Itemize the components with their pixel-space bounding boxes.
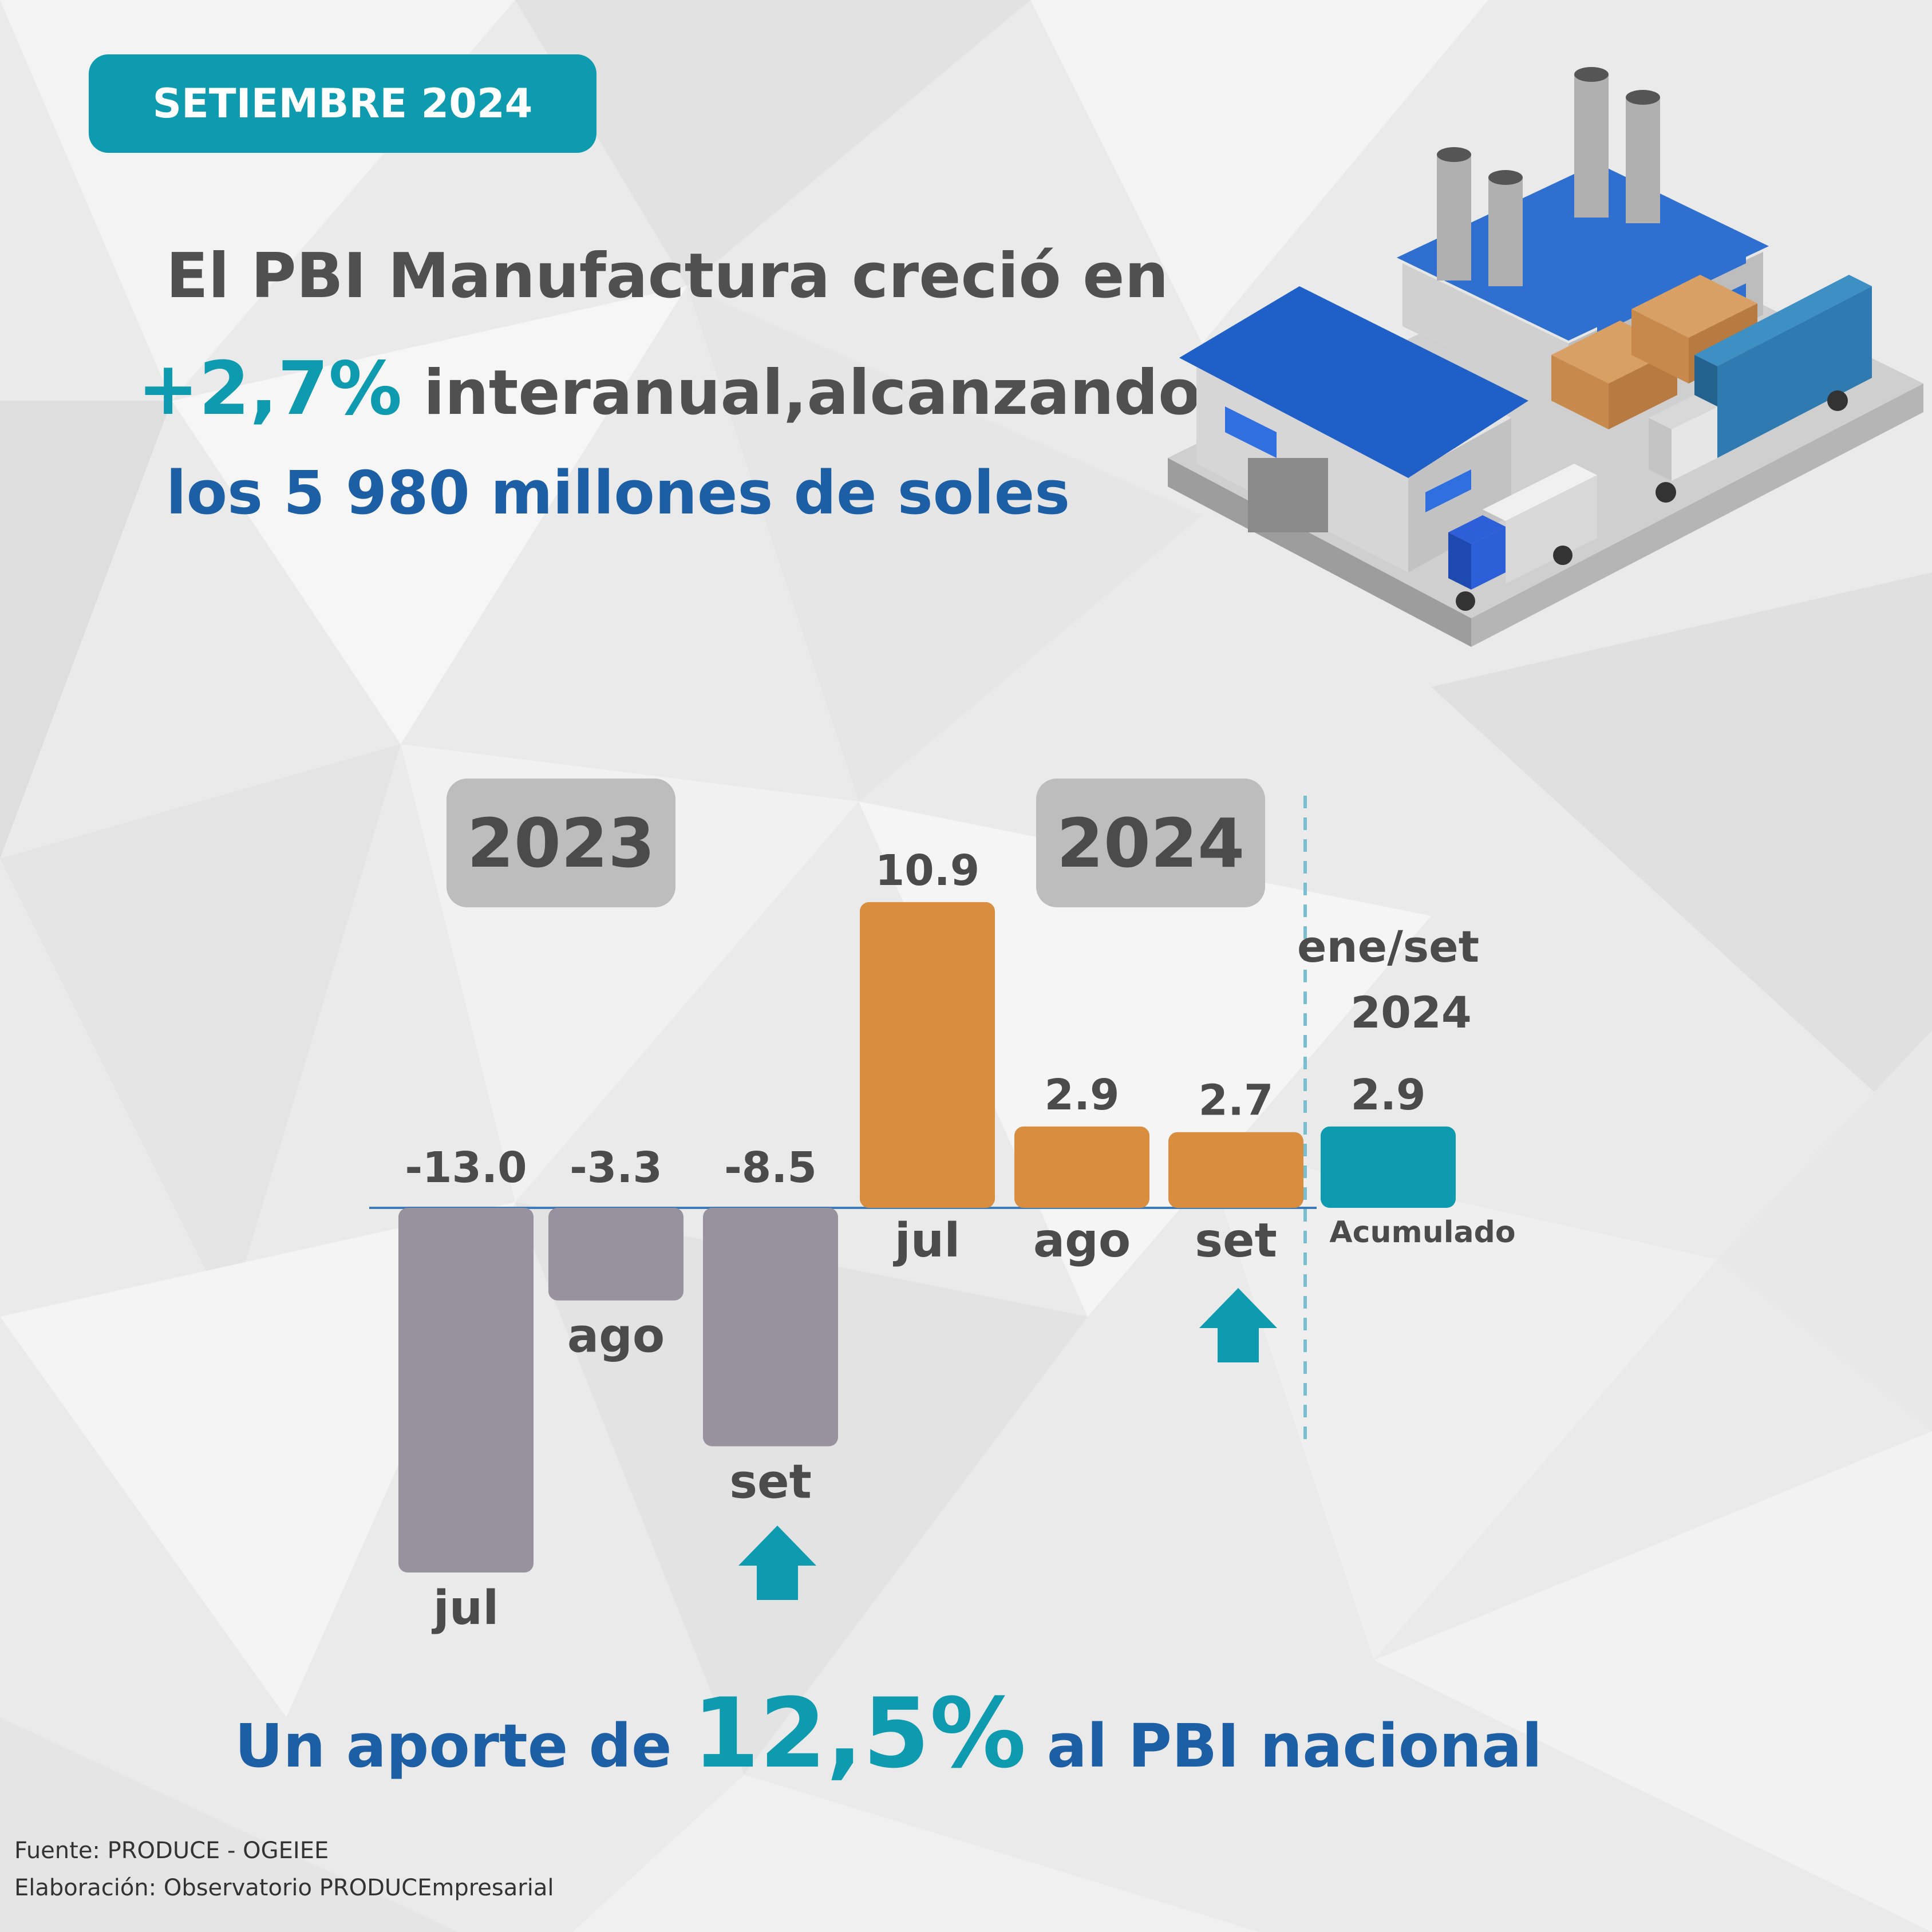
value-label-2023-ago: -3.3 [570, 1143, 662, 1192]
category-label-2024-jul: jul [893, 1214, 961, 1268]
growth-arrow-icon-set-2023 [738, 1526, 816, 1600]
credits-note: Elaboración: Observatorio PRODUCEmpresar… [14, 1875, 554, 1901]
category-label-2023-ago: ago [567, 1309, 665, 1364]
contribution-suffix: al PBI nacional [1026, 1711, 1543, 1781]
category-label-2023-jul: jul [432, 1581, 499, 1635]
headline-line-2: +2,7% interanual,alcanzando [137, 346, 1200, 432]
contribution-statement: Un aporte de 12,5% al PBI nacional [235, 1677, 1542, 1789]
category-label-2023-set: set [729, 1455, 812, 1510]
accumulated-period-line-1: ene/set [1297, 921, 1479, 972]
bar-accumulated [1321, 1126, 1456, 1208]
headline-line-3: los 5 980 millones de soles [166, 458, 1070, 528]
category-label-2024-ago: ago [1033, 1214, 1131, 1268]
bar-2023-ago [548, 1208, 683, 1301]
factory-warehouse-trucks-icon [1168, 67, 1923, 647]
contribution-prefix: Un aporte de [235, 1711, 693, 1781]
year-badge-2024: 2024 [1036, 779, 1265, 907]
bar-2024-ago [1014, 1126, 1149, 1208]
year-badge-2023: 2023 [447, 779, 675, 907]
contribution-value: 12,5% [692, 1677, 1026, 1789]
accumulated-label: Acumulado [1329, 1215, 1515, 1250]
value-label-accumulated: 2.9 [1350, 1070, 1425, 1120]
bar-2024-jul [860, 902, 995, 1208]
value-label-2024-jul: 10.9 [875, 846, 980, 895]
bar-2023-jul [398, 1208, 534, 1573]
value-label-2024-set: 2.7 [1198, 1076, 1273, 1125]
growth-arrow-icon-set-2024 [1199, 1288, 1277, 1362]
accumulated-period-line-2: 2024 [1350, 987, 1472, 1038]
category-label-2024-set: set [1195, 1214, 1277, 1268]
value-label-2023-jul: -13.0 [405, 1143, 527, 1192]
bar-2024-set [1168, 1132, 1303, 1208]
headline-line-2-rest: interanual,alcanzando [402, 357, 1201, 429]
headline-line-1: El PBI Manufactura creció en [166, 240, 1169, 312]
growth-highlight: +2,7% [137, 346, 402, 432]
bar-2023-set [703, 1208, 838, 1447]
period-badge: SETIEMBRE 2024 [89, 54, 596, 153]
value-label-2023-set: -8.5 [724, 1143, 817, 1192]
source-note: Fuente: PRODUCE - OGEIEE [14, 1838, 329, 1864]
value-label-2024-ago: 2.9 [1044, 1070, 1119, 1120]
